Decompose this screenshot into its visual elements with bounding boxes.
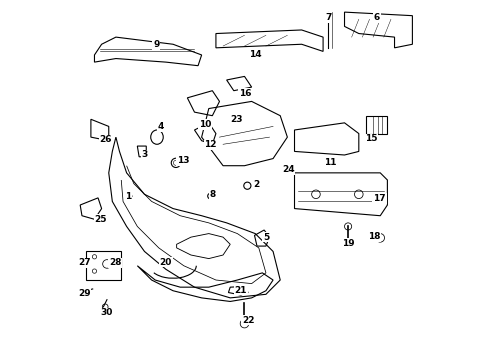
Text: 28: 28 <box>109 258 121 267</box>
Text: 15: 15 <box>365 134 377 143</box>
Text: 19: 19 <box>341 239 354 248</box>
Text: 26: 26 <box>100 135 112 144</box>
Text: 30: 30 <box>101 309 113 318</box>
Text: 5: 5 <box>262 233 268 242</box>
Text: 7: 7 <box>325 13 331 22</box>
Text: 18: 18 <box>367 232 379 241</box>
Text: 22: 22 <box>242 315 254 324</box>
Text: 11: 11 <box>324 158 336 167</box>
Text: 21: 21 <box>234 285 246 294</box>
Text: 2: 2 <box>252 180 259 189</box>
Text: 24: 24 <box>281 166 294 175</box>
Text: 16: 16 <box>239 89 251 98</box>
Text: 12: 12 <box>204 140 216 149</box>
Text: 27: 27 <box>78 258 91 267</box>
Text: 3: 3 <box>141 150 147 159</box>
Text: 20: 20 <box>160 258 172 267</box>
Text: 9: 9 <box>153 40 159 49</box>
Text: 29: 29 <box>78 289 91 298</box>
Text: 8: 8 <box>209 190 215 199</box>
Text: 17: 17 <box>372 194 385 203</box>
Text: 4: 4 <box>157 122 163 131</box>
Text: 13: 13 <box>177 156 189 165</box>
Text: 14: 14 <box>248 50 261 59</box>
Text: 1: 1 <box>125 192 131 201</box>
Text: 25: 25 <box>95 215 107 224</box>
Text: 6: 6 <box>373 13 379 22</box>
Text: 23: 23 <box>230 115 243 124</box>
Text: 10: 10 <box>199 120 211 129</box>
